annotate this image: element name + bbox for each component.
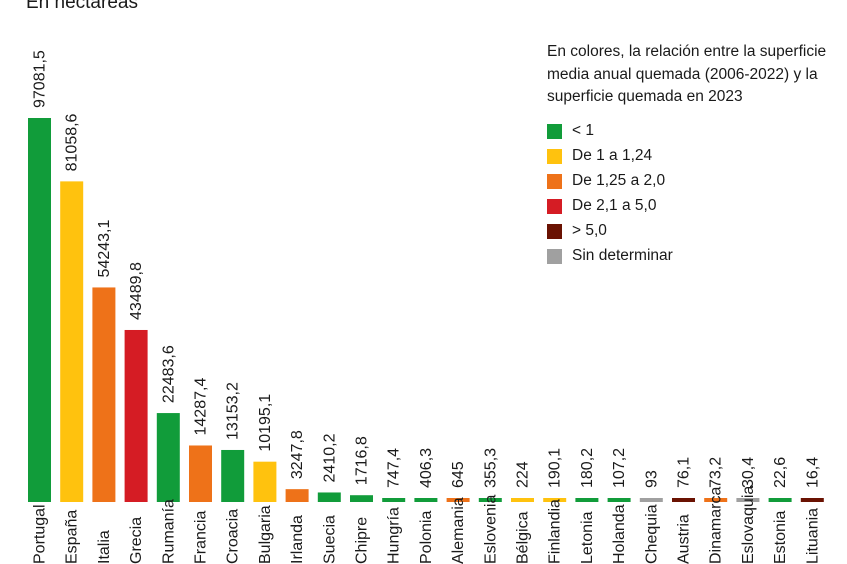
legend-label: > 5,0 (572, 222, 607, 239)
legend-swatch (547, 198, 562, 214)
category-label: Letonia (579, 511, 596, 564)
bar (446, 498, 470, 502)
category-label: Grecia (128, 517, 145, 564)
legend-swatch (547, 148, 562, 164)
bar-value-label: 16,4 (804, 457, 821, 488)
bar (414, 498, 438, 502)
legend-swatch (547, 223, 562, 239)
legend-label: De 1,25 a 2,0 (572, 172, 666, 189)
bar (28, 118, 51, 502)
category-label: Bélgica (515, 511, 532, 564)
bar-value-label: 76,1 (676, 457, 693, 488)
bar (285, 489, 309, 502)
category-label: Dinamarca (708, 487, 725, 564)
bar-value-label: 107,2 (611, 448, 628, 488)
bar (253, 461, 277, 502)
legend-swatch (547, 248, 562, 264)
legend-item-gt5: > 5,0 (547, 219, 837, 244)
bar-value-label: 355,3 (482, 448, 499, 488)
category-label: Finlandia (547, 499, 564, 564)
category-label: Austria (676, 514, 693, 564)
bar-value-label: 81058,6 (64, 113, 81, 171)
legend-item-21to5: De 2,1 a 5,0 (547, 194, 837, 219)
legend: En colores, la relación entre la superfi… (547, 41, 837, 269)
bar (382, 498, 406, 502)
bar (543, 498, 567, 502)
bar-value-label: 3247,8 (289, 430, 306, 479)
category-label: Holanda (611, 504, 628, 564)
bar (704, 498, 728, 502)
bar-value-label: 1716,8 (354, 436, 371, 485)
category-label: España (64, 510, 81, 564)
bar-value-label: 43489,8 (128, 262, 145, 320)
bar-value-label: 97081,5 (32, 50, 49, 108)
category-label: Croacia (225, 509, 242, 564)
bar-value-label: 93 (643, 470, 660, 488)
bar (768, 498, 792, 502)
category-label: Hungría (386, 507, 403, 564)
category-label: Alemania (450, 497, 467, 564)
bar (317, 492, 341, 502)
bar-value-label: 406,3 (418, 448, 435, 488)
category-label: Estonia (772, 511, 789, 564)
bar-value-label: 73,2 (708, 457, 725, 488)
bar (221, 449, 245, 502)
category-label: Eslovenia (482, 495, 499, 564)
category-label: Italia (96, 530, 113, 564)
legend-swatch (547, 123, 562, 139)
bar (607, 498, 631, 502)
bar (350, 495, 373, 502)
category-label: Chequia (643, 504, 660, 564)
bar (156, 413, 180, 502)
legend-label: De 2,1 a 5,0 (572, 197, 657, 214)
bar-value-label: 14287,4 (193, 378, 210, 436)
bar-value-label: 10195,1 (257, 394, 274, 452)
bar (736, 498, 760, 502)
bar-value-label: 190,1 (547, 448, 564, 488)
bar (60, 181, 84, 502)
category-label: Lituania (804, 508, 821, 564)
bar-value-label: 224 (515, 461, 532, 488)
bar (189, 445, 212, 502)
category-label: Irlanda (289, 515, 306, 564)
bar-value-label: 54243,1 (96, 220, 113, 278)
bar (511, 498, 534, 502)
category-label: Francia (193, 511, 210, 564)
chart-subtitle: En hectáreas (26, 0, 138, 13)
bar-value-label: 645 (450, 461, 467, 488)
category-label: Chipre (354, 517, 371, 564)
bar-value-label: 747,4 (386, 448, 403, 488)
category-label: Suecia (321, 515, 338, 564)
bar-value-label: 22483,6 (160, 345, 177, 403)
legend-item-lt1: < 1 (547, 119, 837, 144)
legend-title: En colores, la relación entre la superfi… (547, 43, 827, 105)
bar (800, 498, 824, 502)
category-label: Bulgaria (257, 505, 274, 564)
bar (639, 498, 663, 502)
legend-label: De 1 a 1,24 (572, 147, 653, 164)
legend-items: < 1 De 1 a 1,24 De 1,25 a 2,0 De 2,1 a 5,0 >… (547, 119, 837, 269)
legend-label: Sin determinar (572, 247, 673, 264)
legend-label: < 1 (572, 122, 594, 139)
category-label: Rumanía (160, 499, 177, 564)
bar-value-label: 13153,2 (225, 382, 242, 440)
bar (92, 287, 116, 502)
category-label: Portugal (32, 504, 49, 564)
category-label: Polonia (418, 511, 435, 564)
bar (124, 329, 148, 502)
legend-item-undetermined: Sin determinar (547, 244, 837, 269)
bar-value-label: 30,4 (740, 457, 757, 488)
legend-item-125to2: De 1,25 a 2,0 (547, 169, 837, 194)
category-label: Eslovaquia (740, 486, 757, 564)
bar-value-label: 22,6 (772, 457, 789, 488)
bar (672, 498, 695, 502)
bar (575, 498, 599, 502)
bar-value-label: 2410,2 (321, 433, 338, 482)
legend-swatch (547, 173, 562, 189)
bar (478, 498, 502, 502)
bar-value-label: 180,2 (579, 448, 596, 488)
legend-item-1to124: De 1 a 1,24 (547, 144, 837, 169)
